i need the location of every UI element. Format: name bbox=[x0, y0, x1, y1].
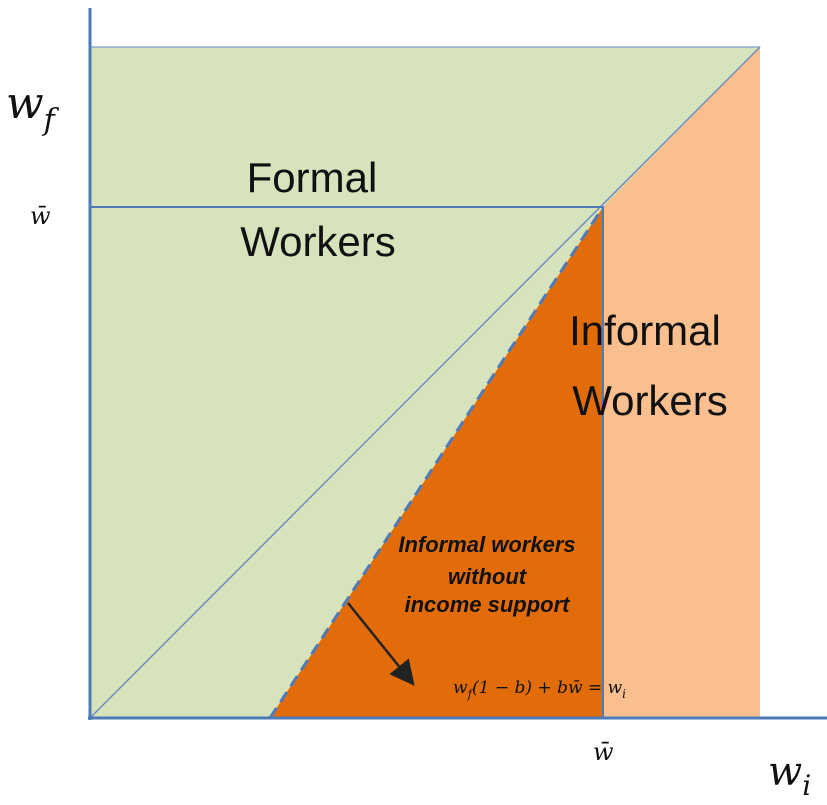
informal-label: Workers bbox=[572, 377, 728, 424]
formula: wf(1 − b) + bw̄ = wi bbox=[453, 678, 626, 701]
y-axis-label: wf bbox=[6, 78, 60, 138]
formula-part: = w bbox=[583, 678, 623, 698]
x-axis-label: wi bbox=[768, 749, 811, 802]
formal-label: Formal bbox=[247, 154, 378, 201]
y-tick-label: w̄ bbox=[30, 202, 51, 230]
no-support-label: Informal workers bbox=[398, 532, 575, 557]
formula-part: (1 − b) + b bbox=[472, 678, 568, 698]
dashed-boundary bbox=[268, 206, 605, 719]
x-tick-label: w̄ bbox=[593, 738, 614, 766]
informal-region bbox=[603, 47, 760, 718]
no-support-label: without bbox=[448, 564, 528, 589]
formula-part: w̄ bbox=[568, 678, 583, 698]
arrow bbox=[347, 602, 415, 686]
formula-part: f bbox=[467, 687, 475, 701]
formal-label: Workers bbox=[240, 218, 396, 265]
formula-part: i bbox=[622, 687, 626, 701]
formula-part: w bbox=[453, 678, 468, 698]
no-support-label: income support bbox=[404, 592, 571, 617]
diagonal bbox=[89, 46, 761, 719]
informal-label: Informal bbox=[569, 307, 721, 354]
